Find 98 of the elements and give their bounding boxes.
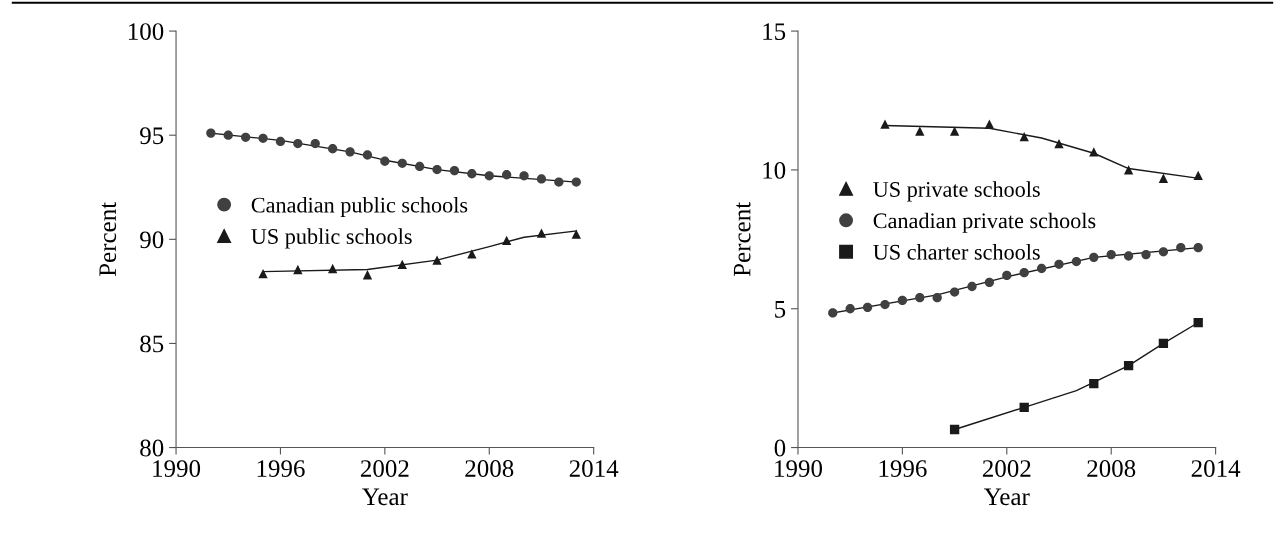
point: [1089, 147, 1099, 157]
x-tick-label: 1990: [775, 460, 823, 477]
point: [310, 138, 320, 149]
x-tick-label: 2014: [1191, 460, 1241, 477]
x-tick-label: 2008: [465, 460, 514, 477]
legend-label: Canadian private schools: [873, 212, 1096, 233]
y-axis-title: Percent: [733, 201, 751, 277]
point: [897, 295, 908, 306]
point: [1123, 251, 1134, 261]
point: [967, 281, 977, 292]
point: [1141, 249, 1151, 260]
x-axis-title: Year: [984, 488, 1030, 506]
y-tick-label: 5: [775, 301, 786, 318]
point: [1019, 131, 1029, 142]
point: [223, 130, 233, 140]
point: [1019, 267, 1029, 278]
point: [880, 119, 890, 129]
point: [536, 228, 547, 238]
point: [1193, 242, 1203, 253]
point: [345, 147, 355, 157]
point: [328, 144, 338, 154]
point: [1158, 247, 1169, 257]
point: [1158, 173, 1169, 183]
point: [206, 128, 216, 138]
point: [880, 299, 890, 310]
x-tick-label: 1996: [879, 460, 927, 477]
point: [984, 277, 995, 288]
point: [1158, 338, 1169, 349]
point: [828, 308, 838, 318]
legend-label: US public schools: [251, 228, 412, 249]
point: [1176, 242, 1186, 253]
point: [397, 259, 407, 269]
legend-label: Canadian public schools: [251, 196, 468, 218]
point: [1089, 252, 1099, 263]
x-tick-label: 2002: [360, 460, 409, 477]
point: [258, 133, 268, 143]
point: [1123, 361, 1134, 371]
y-tick-label: 80: [140, 439, 164, 457]
x-tick-label: 2008: [1087, 460, 1136, 477]
point: [949, 424, 960, 435]
point: [275, 136, 286, 147]
legend-label: US charter schools: [873, 244, 1040, 260]
y-tick-label: 100: [128, 23, 164, 41]
point: [258, 269, 268, 279]
y-tick-label: 90: [140, 231, 164, 249]
point: [467, 169, 477, 179]
point: [571, 177, 581, 187]
y-tick-label: 0: [774, 439, 786, 457]
point: [571, 229, 581, 239]
point: [1193, 317, 1203, 328]
point: [432, 255, 442, 265]
point: [915, 292, 925, 303]
y-tick-label: 15: [763, 23, 786, 41]
x-tick-label: 1990: [153, 460, 201, 477]
point: [1002, 270, 1012, 281]
y-tick-label: 10: [763, 161, 786, 179]
x-tick-label: 2014: [569, 460, 619, 477]
point: [1071, 256, 1082, 267]
point: [467, 249, 477, 259]
point: [362, 270, 373, 280]
point: [1054, 259, 1064, 269]
point: [932, 292, 942, 303]
point: [1089, 379, 1099, 389]
x-tick-label: 1996: [257, 460, 305, 477]
x-axis-title: Year: [362, 488, 408, 506]
point: [1036, 263, 1047, 274]
point: [240, 132, 251, 142]
point: [380, 156, 390, 166]
point: [397, 158, 407, 168]
point: [1123, 165, 1134, 175]
point: [519, 171, 529, 181]
point: [915, 126, 925, 136]
point: [328, 263, 338, 274]
point: [1106, 249, 1116, 260]
point: [1193, 170, 1203, 181]
point: [449, 165, 460, 176]
point: [984, 119, 995, 129]
y-tick-label: 95: [140, 127, 164, 145]
point: [432, 164, 442, 175]
point: [484, 171, 494, 181]
point: [554, 177, 564, 187]
y-axis-title: Percent: [99, 201, 117, 277]
point: [1054, 138, 1064, 149]
point: [536, 174, 547, 184]
x-tick-label: 2002: [982, 460, 1031, 477]
point: [862, 302, 873, 313]
point: [949, 287, 960, 297]
point: [362, 150, 373, 160]
point: [1019, 402, 1029, 412]
legend-label: US private schools: [873, 181, 1040, 202]
point: [502, 235, 512, 246]
point: [502, 170, 512, 180]
point: [949, 126, 960, 136]
point: [293, 264, 303, 275]
point: [293, 138, 303, 149]
point: [415, 161, 425, 172]
point: [845, 304, 855, 314]
y-tick-label: 85: [140, 335, 164, 353]
